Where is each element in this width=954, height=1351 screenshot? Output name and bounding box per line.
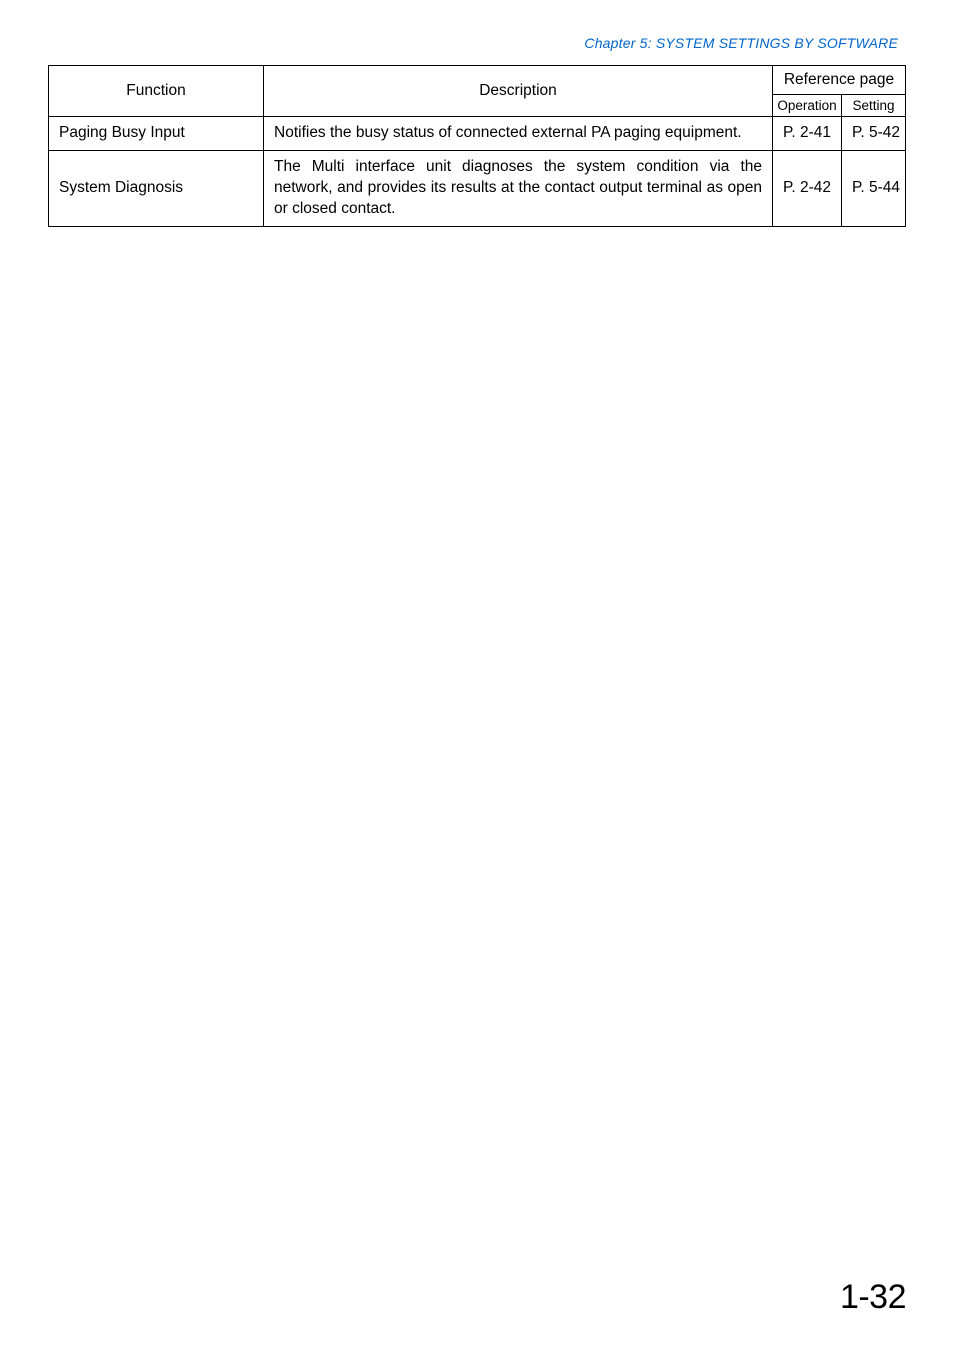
page-number: 1-32 [840, 1278, 906, 1317]
header-operation: Operation [773, 95, 842, 117]
header-function: Function [49, 66, 264, 117]
header-reference-page: Reference page [773, 66, 906, 95]
cell-function: System Diagnosis [49, 150, 264, 226]
header-setting: Setting [842, 95, 906, 117]
table-row: System Diagnosis The Multi interface uni… [49, 150, 906, 226]
chapter-heading: Chapter 5: SYSTEM SETTINGS BY SOFTWARE [48, 35, 898, 51]
document-page: Chapter 5: SYSTEM SETTINGS BY SOFTWARE F… [0, 0, 954, 227]
table-row: Paging Busy Input Notifies the busy stat… [49, 117, 906, 151]
table-header-row-1: Function Description Reference page [49, 66, 906, 95]
cell-description: Notifies the busy status of connected ex… [264, 117, 773, 151]
reference-table: Function Description Reference page Oper… [48, 65, 906, 227]
cell-function: Paging Busy Input [49, 117, 264, 151]
cell-operation-link[interactable]: P. 2-41 [773, 117, 842, 151]
cell-operation-link[interactable]: P. 2-42 [773, 150, 842, 226]
cell-setting-link[interactable]: P. 5-44 [842, 150, 906, 226]
cell-description: The Multi interface unit diagnoses the s… [264, 150, 773, 226]
header-description: Description [264, 66, 773, 117]
cell-setting-link[interactable]: P. 5-42 [842, 117, 906, 151]
